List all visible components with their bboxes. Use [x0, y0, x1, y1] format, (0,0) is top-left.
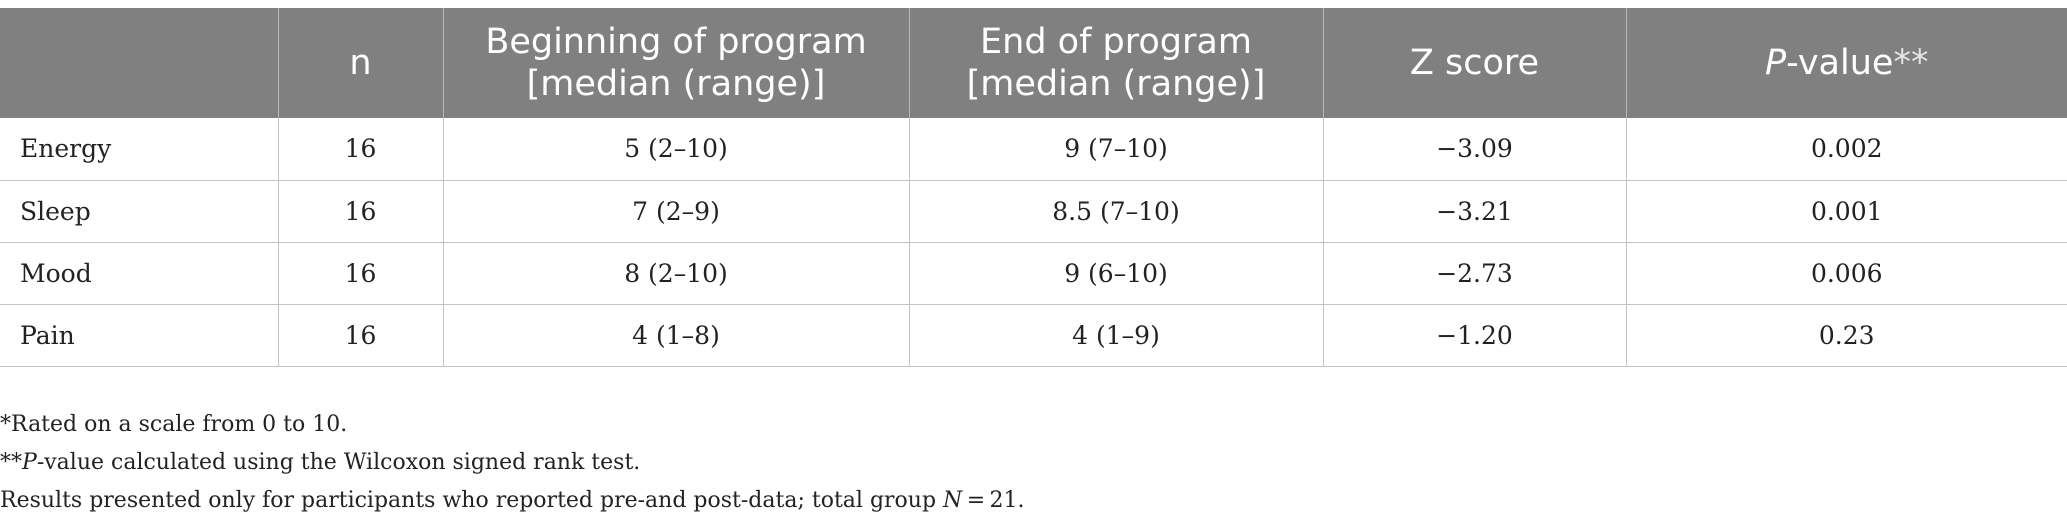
row-n: 16	[278, 304, 444, 367]
row-z-score: −1.20	[1323, 304, 1627, 367]
row-end: 4 (1–9)	[909, 304, 1324, 367]
footnote-p-rest: -value calculated using the Wilcoxon sig…	[36, 450, 641, 475]
table-row: Pain 16 4 (1–8) 4 (1–9) −1.20 0.23	[0, 304, 2067, 367]
header-p-value: P-value**	[1626, 8, 2067, 118]
header-p-rest: -value	[1786, 43, 1894, 83]
header-row: n Beginning of program [median (range)] …	[0, 8, 2067, 118]
row-label: Energy	[0, 118, 279, 181]
results-table-container: n Beginning of program [median (range)] …	[0, 8, 2067, 367]
table-row: Sleep 16 7 (2–9) 8.5 (7–10) −3.21 0.001	[0, 180, 2067, 243]
footnote-participants-suffix: = 21.	[962, 488, 1025, 513]
footnote-scale: *Rated on a scale from 0 to 10.	[0, 412, 348, 437]
footnote-participants: Results presented only for participants …	[0, 482, 1025, 520]
footnote-p-value: **P-value calculated using the Wilcoxon …	[0, 444, 1025, 482]
header-beginning: Beginning of program [median (range)]	[443, 8, 910, 118]
table-row: Mood 16 8 (2–10) 9 (6–10) −2.73 0.006	[0, 242, 2067, 305]
table-row: Energy 16 5 (2–10) 9 (7–10) −3.09 0.002	[0, 118, 2067, 181]
row-end: 8.5 (7–10)	[909, 180, 1324, 243]
row-beginning: 5 (2–10)	[443, 118, 910, 181]
row-p-value: 0.002	[1626, 118, 2067, 181]
footnote-p-italic: P	[22, 450, 37, 475]
row-p-value: 0.23	[1626, 304, 2067, 367]
row-end: 9 (6–10)	[909, 242, 1324, 305]
header-p-italic: P	[1765, 43, 1787, 83]
row-n: 16	[278, 242, 444, 305]
row-p-value: 0.001	[1626, 180, 2067, 243]
table-footnotes: *Rated on a scale from 0 to 10. **P-valu…	[0, 406, 1025, 520]
row-z-score: −3.21	[1323, 180, 1627, 243]
header-end-line2: [median (range)]	[966, 64, 1266, 104]
row-label: Sleep	[0, 180, 279, 243]
header-beginning-line2: [median (range)]	[526, 64, 826, 104]
footnote-p-prefix: **	[0, 450, 22, 475]
row-z-score: −2.73	[1323, 242, 1627, 305]
header-n: n	[278, 8, 444, 118]
header-beginning-line1: Beginning of program	[485, 22, 867, 62]
row-end: 9 (7–10)	[909, 118, 1324, 181]
row-p-value: 0.006	[1626, 242, 2067, 305]
table-body: Energy 16 5 (2–10) 9 (7–10) −3.09 0.002 …	[0, 118, 2067, 367]
row-beginning: 8 (2–10)	[443, 242, 910, 305]
row-n: 16	[278, 180, 444, 243]
results-table: n Beginning of program [median (range)] …	[0, 8, 2067, 367]
row-beginning: 7 (2–9)	[443, 180, 910, 243]
row-beginning: 4 (1–8)	[443, 304, 910, 367]
header-z-score: Z score	[1323, 8, 1627, 118]
footnote-participants-italic: N	[943, 488, 963, 513]
header-label-cell	[0, 8, 279, 118]
header-end-line1: End of program	[980, 22, 1252, 62]
header-p-stars: **	[1893, 43, 1929, 83]
table-header: n Beginning of program [median (range)] …	[0, 8, 2067, 118]
row-label: Mood	[0, 242, 279, 305]
row-z-score: −3.09	[1323, 118, 1627, 181]
footnote-participants-prefix: Results presented only for participants …	[0, 488, 944, 513]
row-label: Pain	[0, 304, 279, 367]
row-n: 16	[278, 118, 444, 181]
header-end: End of program [median (range)]	[909, 8, 1324, 118]
